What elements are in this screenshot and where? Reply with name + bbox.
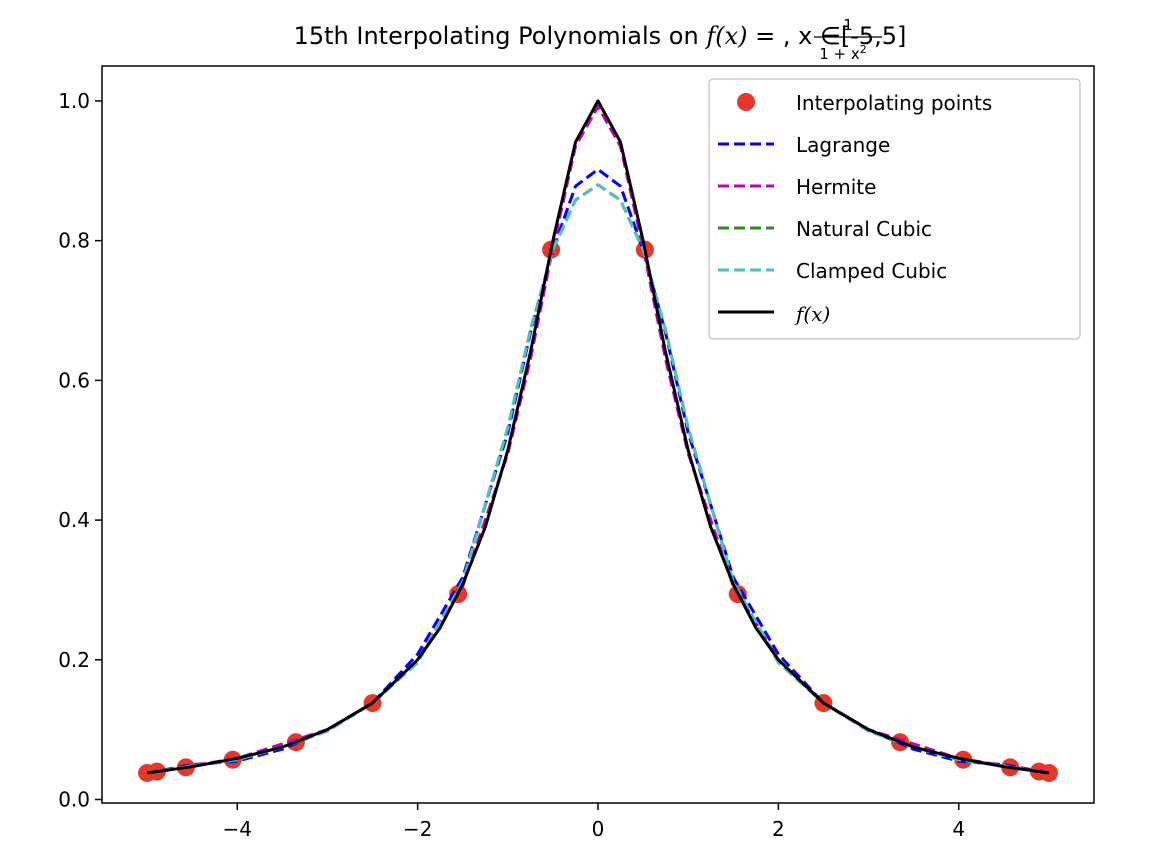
legend-label-points: Interpolating points — [796, 91, 992, 115]
title-elem: ∈ — [820, 22, 841, 50]
title-prefix: 15th Interpolating Polynomials on — [294, 22, 707, 50]
title-fraction-denominator: 1 + x2 — [819, 43, 867, 63]
title-eq: = — [747, 22, 782, 50]
y-tick-label: 1.0 — [58, 89, 90, 113]
legend-label-lagrange: Lagrange — [796, 133, 890, 157]
title-fraction-numerator: 1 — [843, 16, 853, 34]
x-tick-label: 4 — [952, 817, 965, 841]
legend-box — [708, 78, 1081, 340]
title-fraction: 1 1 + x2 — [814, 16, 882, 63]
title-domain: [-5,5] — [841, 22, 907, 50]
title-arg: (x) — [715, 22, 747, 50]
y-tick-label: 0.8 — [58, 229, 90, 253]
x-tick-label: −2 — [403, 817, 432, 841]
title-fraction-exp: 2 — [860, 43, 867, 56]
y-tick-label: 0.0 — [58, 788, 90, 812]
chart-title: 15th Interpolating Polynomials on f(x) =… — [294, 22, 907, 50]
y-tick-label: 0.4 — [58, 508, 90, 532]
legend-label-natural: Natural Cubic — [796, 217, 932, 241]
legend-label-fx: f(x) — [794, 302, 830, 326]
x-tick-label: −4 — [223, 817, 252, 841]
title-fraction-den: 1 + x — [819, 45, 860, 63]
y-tick-label: 0.2 — [58, 648, 90, 672]
x-tick-label: 0 — [592, 817, 605, 841]
y-tick-label: 0.6 — [58, 368, 90, 392]
legend-label-clamped: Clamped Cubic — [796, 259, 947, 283]
legend-marker-points — [737, 93, 755, 111]
interpolating-point — [1039, 763, 1058, 782]
series-line-f-x — [146, 99, 1050, 775]
x-tick-label: 2 — [772, 817, 785, 841]
legend: Interpolating points Lagrange Hermite Na… — [708, 78, 1081, 340]
series-lines — [146, 99, 1050, 775]
legend-label-hermite: Hermite — [796, 175, 876, 199]
title-sep: , x — [783, 22, 820, 50]
axis-ticks: −4 −2 0 2 4 0.0 0.2 0.4 0.6 0.8 1.0 — [58, 89, 965, 841]
